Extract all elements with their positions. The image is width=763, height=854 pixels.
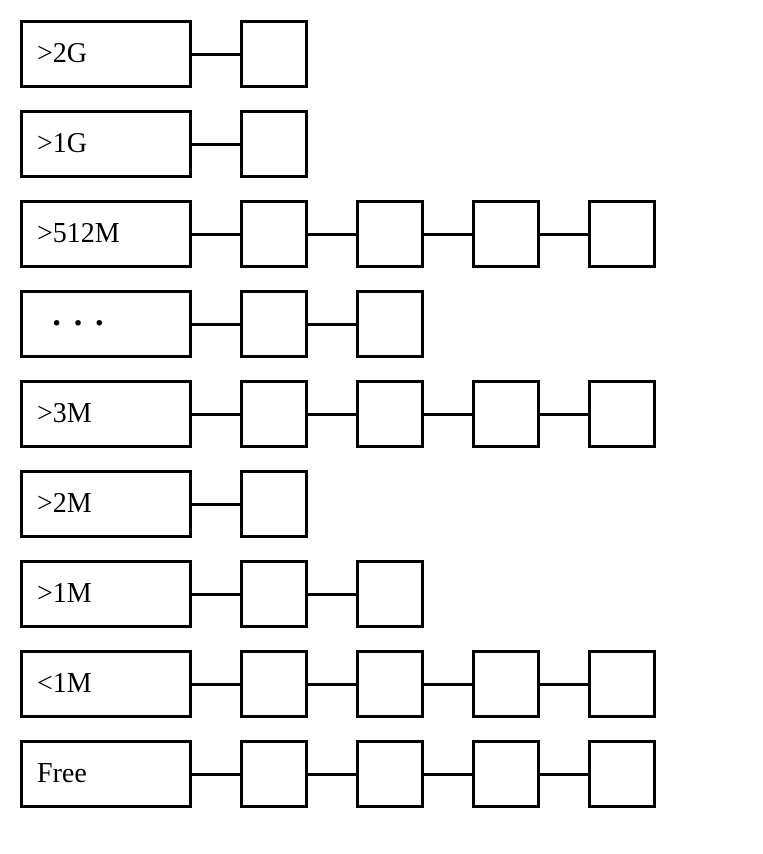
- bucket-label-box: <1M: [20, 650, 192, 718]
- bucket-label-box: >1M: [20, 560, 192, 628]
- bucket-row: >1G: [20, 110, 743, 178]
- bucket-label-box: Free: [20, 740, 192, 808]
- connector-line: [424, 413, 472, 416]
- list-node: [472, 380, 540, 448]
- list-node: [588, 740, 656, 808]
- bucket-row: >512M: [20, 200, 743, 268]
- connector-line: [192, 143, 240, 146]
- bucket-label-box: >1G: [20, 110, 192, 178]
- connector-line: [192, 323, 240, 326]
- bucket-row: <1M: [20, 650, 743, 718]
- connector-line: [308, 323, 356, 326]
- connector-line: [192, 53, 240, 56]
- list-node: [472, 200, 540, 268]
- list-node: [588, 200, 656, 268]
- list-node: [240, 20, 308, 88]
- bucket-label-box: >2G: [20, 20, 192, 88]
- connector-line: [192, 503, 240, 506]
- list-node: [240, 200, 308, 268]
- connector-line: [192, 683, 240, 686]
- list-node: [356, 740, 424, 808]
- list-node: [240, 470, 308, 538]
- connector-line: [424, 683, 472, 686]
- bucket-label-box: >512M: [20, 200, 192, 268]
- connector-line: [308, 233, 356, 236]
- connector-line: [540, 683, 588, 686]
- bucket-label-box: >2M: [20, 470, 192, 538]
- list-node: [356, 200, 424, 268]
- bucket-row: Free: [20, 740, 743, 808]
- list-node: [356, 650, 424, 718]
- list-node: [240, 650, 308, 718]
- list-node: [472, 740, 540, 808]
- connector-line: [424, 773, 472, 776]
- ellipsis-box: ···: [20, 290, 192, 358]
- list-node: [240, 560, 308, 628]
- bucket-row: ···: [20, 290, 743, 358]
- list-node: [588, 380, 656, 448]
- connector-line: [192, 413, 240, 416]
- connector-line: [308, 413, 356, 416]
- connector-line: [540, 233, 588, 236]
- bucket-row: >3M: [20, 380, 743, 448]
- bucket-diagram: >2G >1G >512M ··· >3M >2M >1M <1M Free: [20, 20, 743, 808]
- connector-line: [540, 413, 588, 416]
- bucket-row: >2G: [20, 20, 743, 88]
- list-node: [356, 380, 424, 448]
- connector-line: [308, 773, 356, 776]
- list-node: [356, 560, 424, 628]
- bucket-label-box: >3M: [20, 380, 192, 448]
- list-node: [240, 110, 308, 178]
- connector-line: [308, 683, 356, 686]
- connector-line: [192, 233, 240, 236]
- list-node: [240, 740, 308, 808]
- list-node: [356, 290, 424, 358]
- connector-line: [192, 593, 240, 596]
- bucket-row: >2M: [20, 470, 743, 538]
- list-node: [240, 290, 308, 358]
- list-node: [472, 650, 540, 718]
- list-node: [240, 380, 308, 448]
- connector-line: [192, 773, 240, 776]
- connector-line: [308, 593, 356, 596]
- connector-line: [424, 233, 472, 236]
- bucket-row: >1M: [20, 560, 743, 628]
- connector-line: [540, 773, 588, 776]
- list-node: [588, 650, 656, 718]
